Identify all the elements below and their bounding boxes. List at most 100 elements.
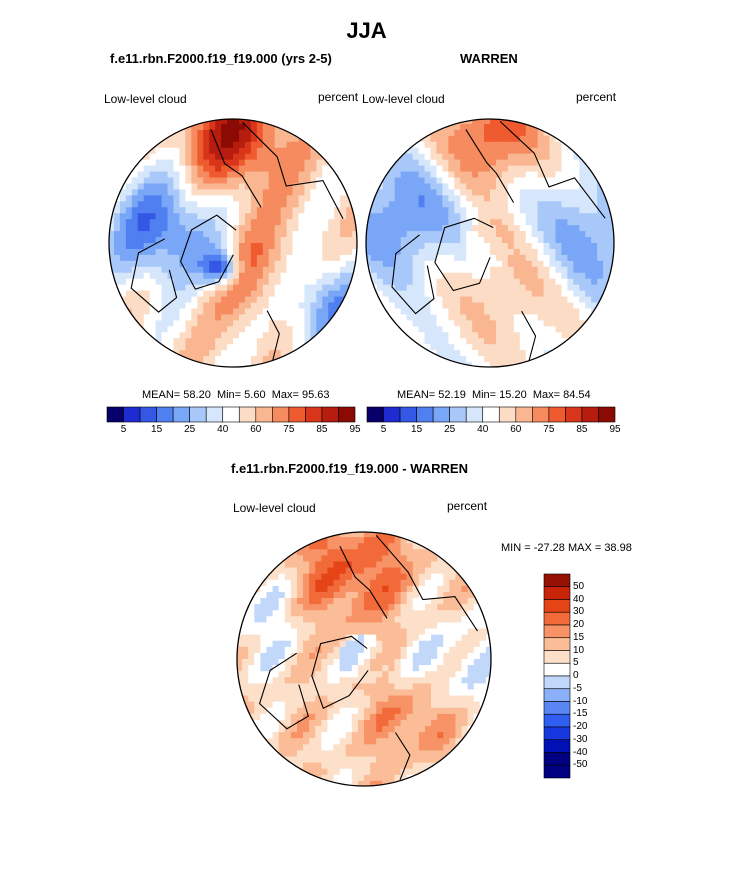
map-cell bbox=[179, 201, 186, 208]
map-cell bbox=[412, 213, 420, 220]
map-cell bbox=[418, 640, 426, 648]
map-cell bbox=[292, 254, 300, 262]
map-cell bbox=[406, 543, 414, 550]
map-cell bbox=[309, 695, 316, 703]
map-cell bbox=[442, 284, 449, 292]
map-cell bbox=[250, 302, 258, 310]
map-cell bbox=[339, 732, 347, 739]
map-cell bbox=[351, 671, 359, 678]
map-cell bbox=[460, 177, 467, 185]
map-cell bbox=[376, 189, 384, 196]
map-cell bbox=[454, 278, 461, 286]
map-cell bbox=[455, 628, 463, 636]
map-cell bbox=[339, 774, 347, 782]
map-cell bbox=[233, 284, 240, 292]
map-cell bbox=[155, 153, 163, 161]
map-cell bbox=[197, 231, 204, 238]
map-cell bbox=[191, 302, 198, 310]
map-cell bbox=[137, 165, 145, 173]
map-cell bbox=[203, 243, 210, 250]
map-cell bbox=[472, 344, 479, 351]
map-cell bbox=[519, 213, 527, 220]
map-cell bbox=[448, 165, 455, 173]
map-cell bbox=[567, 159, 574, 167]
map-cell bbox=[591, 219, 598, 226]
map-cell bbox=[215, 314, 222, 321]
map-cell bbox=[519, 129, 527, 137]
map-cell bbox=[340, 284, 347, 292]
map-cell bbox=[525, 260, 533, 268]
map-cell bbox=[268, 207, 276, 214]
coastline bbox=[521, 310, 537, 363]
map-cell bbox=[316, 320, 323, 327]
map-cell bbox=[262, 237, 270, 244]
map-cell bbox=[125, 183, 133, 191]
map-cell bbox=[543, 213, 551, 220]
map-cell bbox=[233, 213, 240, 220]
map-cell bbox=[418, 284, 426, 292]
map-cell bbox=[298, 278, 306, 286]
map-cell bbox=[454, 237, 461, 244]
map-cell bbox=[431, 713, 438, 721]
map-cell bbox=[155, 165, 163, 173]
map-cell bbox=[364, 573, 371, 581]
panel1-stats: MEAN= 58.20 Min= 5.60 Max= 95.63 bbox=[142, 389, 330, 401]
map-cell bbox=[537, 266, 545, 274]
map-cell bbox=[274, 135, 282, 143]
map-cell bbox=[197, 183, 204, 191]
map-cell bbox=[256, 225, 264, 232]
map-cell bbox=[406, 189, 414, 196]
map-cell bbox=[303, 683, 310, 691]
map-cell bbox=[437, 640, 444, 648]
map-cell bbox=[478, 320, 485, 327]
map-cell bbox=[412, 726, 420, 733]
map-cell bbox=[382, 732, 389, 739]
map-cell bbox=[233, 183, 240, 191]
map-cell bbox=[467, 659, 475, 666]
map-cell bbox=[316, 183, 323, 191]
map-cell bbox=[315, 732, 322, 739]
map-cell bbox=[215, 207, 222, 214]
map-cell bbox=[501, 213, 509, 220]
map-cell bbox=[436, 302, 443, 310]
map-cell bbox=[412, 543, 420, 550]
map-cell bbox=[406, 237, 414, 244]
map-cell bbox=[495, 165, 503, 173]
map-cell bbox=[400, 646, 408, 654]
map-cell bbox=[443, 744, 450, 752]
map-cell bbox=[567, 219, 574, 226]
map-cell bbox=[418, 237, 426, 244]
map-cell bbox=[345, 689, 353, 697]
map-cell bbox=[555, 225, 563, 232]
map-cell bbox=[454, 320, 461, 327]
map-cell bbox=[573, 284, 580, 292]
map-cell bbox=[431, 726, 438, 733]
map-cell bbox=[290, 646, 298, 654]
map-cell bbox=[555, 207, 563, 214]
map-cell bbox=[513, 308, 521, 316]
map-cell bbox=[412, 201, 420, 208]
map-cell bbox=[366, 243, 372, 250]
map-cell bbox=[388, 308, 396, 316]
map-cell bbox=[268, 290, 276, 298]
map-cell bbox=[437, 610, 444, 617]
map-cell bbox=[585, 296, 592, 304]
map-cell bbox=[266, 695, 274, 703]
map-cell bbox=[292, 320, 300, 327]
map-cell bbox=[394, 585, 402, 593]
map-cell bbox=[292, 141, 300, 149]
map-cell bbox=[346, 213, 353, 220]
map-cell bbox=[185, 248, 192, 256]
map-cell bbox=[280, 219, 288, 226]
map-cell bbox=[333, 744, 341, 752]
map-cell bbox=[256, 171, 264, 179]
map-cell bbox=[155, 266, 163, 274]
map-cell bbox=[248, 652, 255, 660]
map-cell bbox=[561, 302, 568, 310]
map-cell bbox=[221, 326, 228, 333]
map-cell bbox=[460, 183, 467, 191]
map-cell bbox=[197, 171, 204, 179]
map-cell bbox=[442, 189, 449, 196]
map-cell bbox=[173, 135, 181, 143]
map-cell bbox=[394, 549, 402, 556]
